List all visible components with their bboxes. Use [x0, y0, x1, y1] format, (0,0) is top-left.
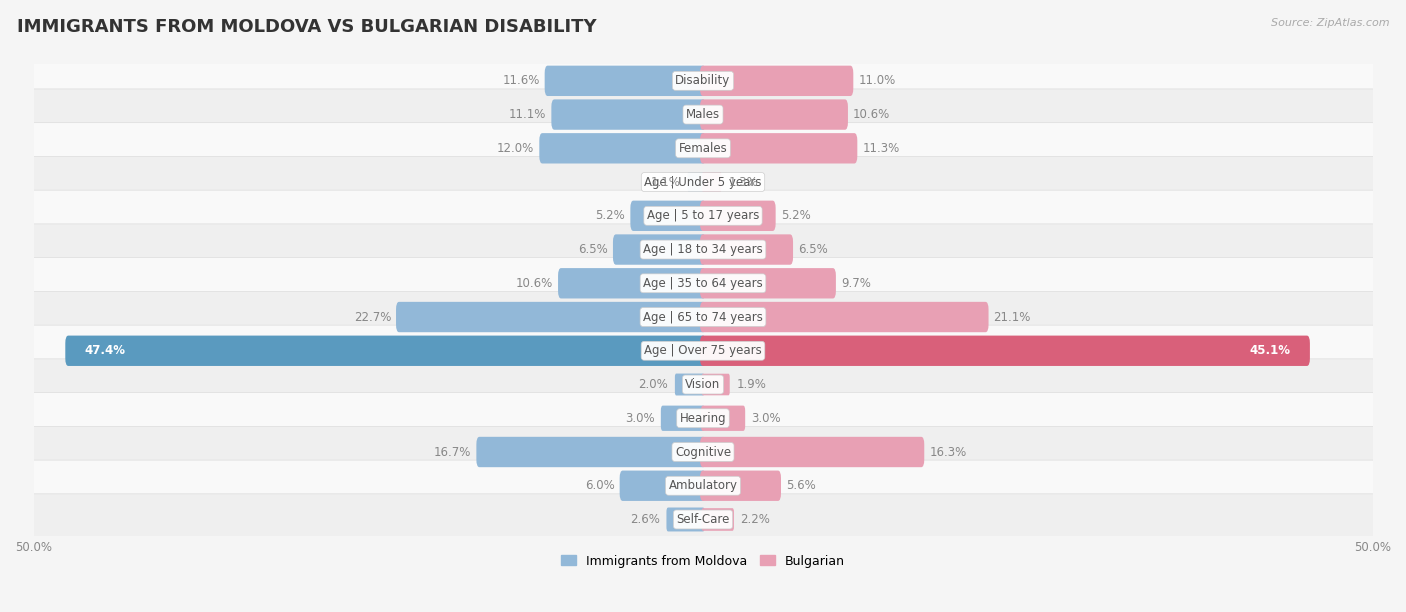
Text: Hearing: Hearing — [679, 412, 727, 425]
FancyBboxPatch shape — [661, 406, 704, 431]
FancyBboxPatch shape — [396, 302, 706, 332]
Text: Disability: Disability — [675, 74, 731, 88]
FancyBboxPatch shape — [613, 234, 706, 265]
FancyBboxPatch shape — [30, 393, 1376, 444]
Text: 45.1%: 45.1% — [1250, 345, 1291, 357]
FancyBboxPatch shape — [30, 359, 1376, 410]
FancyBboxPatch shape — [558, 268, 706, 299]
FancyBboxPatch shape — [30, 494, 1376, 545]
FancyBboxPatch shape — [702, 406, 745, 431]
Text: 12.0%: 12.0% — [498, 142, 534, 155]
Text: 9.7%: 9.7% — [841, 277, 870, 290]
Text: 1.9%: 1.9% — [737, 378, 766, 391]
Text: 10.6%: 10.6% — [853, 108, 890, 121]
FancyBboxPatch shape — [666, 507, 704, 531]
Text: 16.7%: 16.7% — [434, 446, 471, 458]
FancyBboxPatch shape — [30, 460, 1376, 512]
Text: Age | 35 to 64 years: Age | 35 to 64 years — [643, 277, 763, 290]
Text: 1.1%: 1.1% — [651, 176, 681, 188]
FancyBboxPatch shape — [30, 325, 1376, 376]
FancyBboxPatch shape — [540, 133, 706, 163]
Text: 5.2%: 5.2% — [780, 209, 810, 222]
Text: Age | 18 to 34 years: Age | 18 to 34 years — [643, 243, 763, 256]
Text: 5.2%: 5.2% — [596, 209, 626, 222]
FancyBboxPatch shape — [700, 234, 793, 265]
FancyBboxPatch shape — [700, 99, 848, 130]
Text: Age | Over 75 years: Age | Over 75 years — [644, 345, 762, 357]
Text: 1.3%: 1.3% — [728, 176, 758, 188]
Text: 16.3%: 16.3% — [929, 446, 966, 458]
Text: 11.0%: 11.0% — [858, 74, 896, 88]
FancyBboxPatch shape — [30, 427, 1376, 477]
Text: 6.0%: 6.0% — [585, 479, 614, 492]
Text: Ambulatory: Ambulatory — [668, 479, 738, 492]
Text: 10.6%: 10.6% — [516, 277, 553, 290]
FancyBboxPatch shape — [700, 471, 780, 501]
FancyBboxPatch shape — [30, 157, 1376, 207]
FancyBboxPatch shape — [30, 190, 1376, 242]
FancyBboxPatch shape — [700, 302, 988, 332]
Text: 47.4%: 47.4% — [84, 345, 125, 357]
Text: Source: ZipAtlas.com: Source: ZipAtlas.com — [1271, 18, 1389, 28]
Text: 11.1%: 11.1% — [509, 108, 547, 121]
FancyBboxPatch shape — [30, 89, 1376, 140]
Text: 6.5%: 6.5% — [799, 243, 828, 256]
Text: 3.0%: 3.0% — [626, 412, 655, 425]
FancyBboxPatch shape — [620, 471, 706, 501]
Text: Males: Males — [686, 108, 720, 121]
FancyBboxPatch shape — [30, 122, 1376, 174]
FancyBboxPatch shape — [675, 373, 704, 395]
FancyBboxPatch shape — [688, 173, 704, 192]
Text: Vision: Vision — [685, 378, 721, 391]
FancyBboxPatch shape — [30, 224, 1376, 275]
FancyBboxPatch shape — [700, 335, 1310, 366]
FancyBboxPatch shape — [477, 437, 706, 467]
Text: 11.3%: 11.3% — [862, 142, 900, 155]
Text: 11.6%: 11.6% — [502, 74, 540, 88]
Text: 21.1%: 21.1% — [994, 310, 1031, 324]
FancyBboxPatch shape — [700, 201, 776, 231]
Text: 6.5%: 6.5% — [578, 243, 607, 256]
Text: 3.0%: 3.0% — [751, 412, 780, 425]
FancyBboxPatch shape — [702, 172, 721, 192]
Text: IMMIGRANTS FROM MOLDOVA VS BULGARIAN DISABILITY: IMMIGRANTS FROM MOLDOVA VS BULGARIAN DIS… — [17, 18, 596, 36]
FancyBboxPatch shape — [30, 258, 1376, 309]
Text: 2.0%: 2.0% — [638, 378, 668, 391]
Text: Cognitive: Cognitive — [675, 446, 731, 458]
Text: Self-Care: Self-Care — [676, 513, 730, 526]
FancyBboxPatch shape — [700, 268, 837, 299]
FancyBboxPatch shape — [544, 65, 706, 96]
Text: Age | 65 to 74 years: Age | 65 to 74 years — [643, 310, 763, 324]
FancyBboxPatch shape — [700, 437, 924, 467]
Text: 22.7%: 22.7% — [354, 310, 391, 324]
FancyBboxPatch shape — [700, 65, 853, 96]
FancyBboxPatch shape — [700, 133, 858, 163]
FancyBboxPatch shape — [30, 291, 1376, 343]
FancyBboxPatch shape — [551, 99, 706, 130]
Text: 2.2%: 2.2% — [741, 513, 770, 526]
FancyBboxPatch shape — [65, 335, 706, 366]
FancyBboxPatch shape — [702, 508, 734, 531]
FancyBboxPatch shape — [30, 55, 1376, 106]
Text: Age | Under 5 years: Age | Under 5 years — [644, 176, 762, 188]
Text: 5.6%: 5.6% — [786, 479, 815, 492]
FancyBboxPatch shape — [630, 201, 706, 231]
Legend: Immigrants from Moldova, Bulgarian: Immigrants from Moldova, Bulgarian — [557, 550, 849, 573]
Text: Females: Females — [679, 142, 727, 155]
Text: 2.6%: 2.6% — [630, 513, 661, 526]
Text: Age | 5 to 17 years: Age | 5 to 17 years — [647, 209, 759, 222]
FancyBboxPatch shape — [702, 374, 730, 395]
